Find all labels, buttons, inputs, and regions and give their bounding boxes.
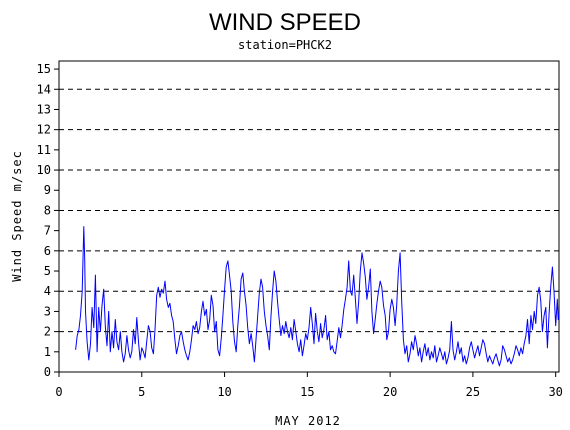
y-tick-label: 14 [37, 82, 51, 96]
y-tick-label: 10 [37, 163, 51, 177]
y-tick-label: 2 [44, 325, 51, 339]
x-axis-label: MAY 2012 [275, 414, 341, 428]
y-axis-label: Wind Speed m/sec [10, 150, 24, 282]
grid-lines [59, 88, 559, 373]
y-tick-label: 6 [44, 244, 51, 258]
y-tick-label: 9 [44, 183, 51, 197]
y-tick-label: 1 [44, 345, 51, 359]
y-tick-label: 11 [37, 143, 51, 157]
y-tick-label: 12 [37, 123, 51, 137]
wind-speed-series-line [75, 226, 560, 367]
y-tick-label: 8 [44, 203, 51, 217]
x-tick-label: 15 [300, 385, 314, 399]
y-tick-label: 15 [37, 62, 51, 76]
x-tick-label: 30 [548, 385, 562, 399]
y-tick-label: 7 [44, 224, 51, 238]
chart-title: WIND SPEED [209, 9, 361, 36]
y-tick-label: 5 [44, 264, 51, 278]
x-tick-label: 5 [138, 385, 145, 399]
x-tick-label: 25 [466, 385, 480, 399]
y-tick-label: 13 [37, 102, 51, 116]
y-tick-label: 3 [44, 304, 51, 318]
x-tick-label: 0 [55, 385, 62, 399]
x-tick-label: 20 [383, 385, 397, 399]
x-axis-ticks: 0 5 10 15 20 25 30 [55, 372, 563, 399]
x-tick-label: 10 [217, 385, 231, 399]
plot-frame [58, 60, 560, 373]
y-tick-label: 4 [44, 284, 51, 298]
chart-subtitle: station=PHCK2 [238, 38, 332, 52]
y-tick-label: 0 [44, 365, 51, 379]
